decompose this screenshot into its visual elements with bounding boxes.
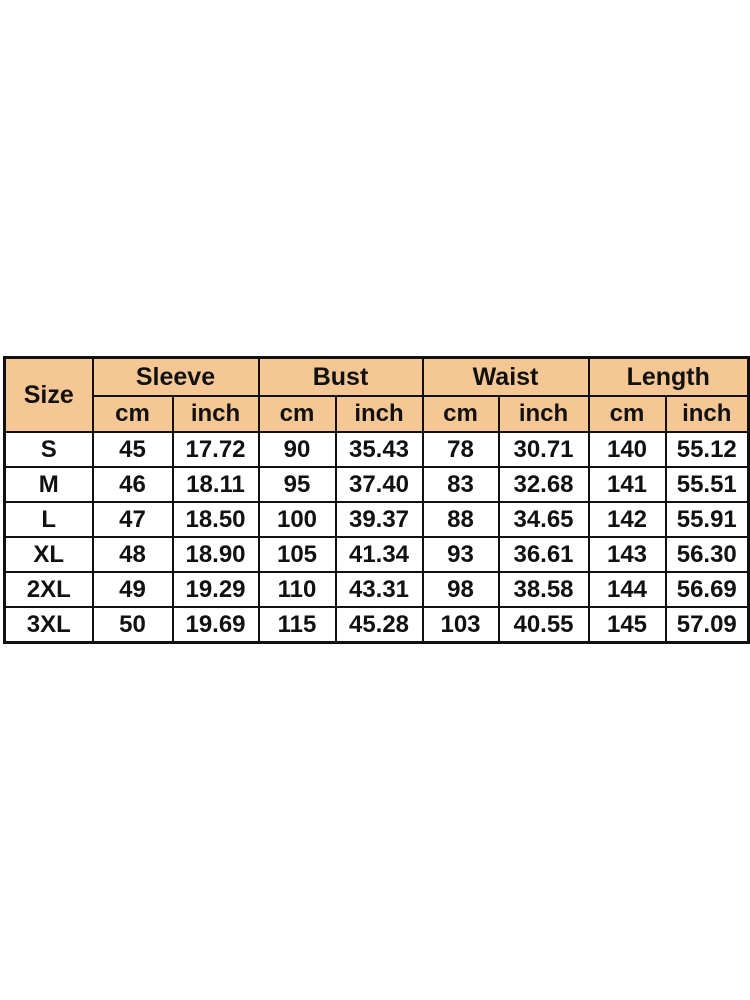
value-cell-sleeve-cm: 50 bbox=[91, 606, 174, 644]
value-cell-sleeve-cm: 49 bbox=[91, 571, 174, 608]
value-cell-waist-cm: 93 bbox=[421, 536, 500, 573]
value-cell-sleeve-cm: 45 bbox=[91, 431, 174, 468]
value-cell-length-cm: 141 bbox=[587, 466, 667, 503]
value-cell-bust-cm: 100 bbox=[257, 501, 337, 538]
value-cell-bust-inch: 41.34 bbox=[334, 536, 424, 573]
table-header: Size Sleeve Bust Waist Length cm inch cm… bbox=[3, 356, 750, 433]
value-cell-sleeve-inch: 19.29 bbox=[171, 571, 260, 608]
size-cell: S bbox=[3, 431, 94, 468]
group-header-bust: Bust bbox=[257, 356, 424, 397]
value-cell-sleeve-cm: 47 bbox=[91, 501, 174, 538]
size-cell: XL bbox=[3, 536, 94, 573]
value-cell-sleeve-cm: 48 bbox=[91, 536, 174, 573]
value-cell-bust-inch: 35.43 bbox=[334, 431, 424, 468]
value-cell-length-inch: 55.12 bbox=[664, 431, 750, 468]
value-cell-length-cm: 144 bbox=[587, 571, 667, 608]
group-header-waist: Waist bbox=[421, 356, 590, 397]
table-body: S 45 17.72 90 35.43 78 30.71 140 55.12 M… bbox=[3, 431, 750, 644]
value-cell-waist-inch: 32.68 bbox=[497, 466, 590, 503]
value-cell-length-cm: 142 bbox=[587, 501, 667, 538]
value-cell-bust-cm: 110 bbox=[257, 571, 337, 608]
value-cell-sleeve-inch: 17.72 bbox=[171, 431, 260, 468]
value-cell-bust-inch: 37.40 bbox=[334, 466, 424, 503]
value-cell-bust-cm: 90 bbox=[257, 431, 337, 468]
size-column-header: Size bbox=[3, 356, 94, 433]
value-cell-waist-cm: 98 bbox=[421, 571, 500, 608]
value-cell-length-inch: 57.09 bbox=[664, 606, 750, 644]
unit-header-length-cm: cm bbox=[587, 395, 667, 433]
value-cell-sleeve-inch: 18.11 bbox=[171, 466, 260, 503]
group-header-length: Length bbox=[587, 356, 750, 397]
size-cell: 2XL bbox=[3, 571, 94, 608]
value-cell-waist-cm: 78 bbox=[421, 431, 500, 468]
value-cell-bust-cm: 95 bbox=[257, 466, 337, 503]
size-cell: 3XL bbox=[3, 606, 94, 644]
value-cell-sleeve-inch: 18.50 bbox=[171, 501, 260, 538]
size-cell: M bbox=[3, 466, 94, 503]
value-cell-sleeve-cm: 46 bbox=[91, 466, 174, 503]
value-cell-waist-cm: 88 bbox=[421, 501, 500, 538]
value-cell-sleeve-inch: 18.90 bbox=[171, 536, 260, 573]
value-cell-bust-cm: 105 bbox=[257, 536, 337, 573]
value-cell-waist-cm: 83 bbox=[421, 466, 500, 503]
value-cell-waist-inch: 38.58 bbox=[497, 571, 590, 608]
value-cell-length-cm: 143 bbox=[587, 536, 667, 573]
unit-header-sleeve-cm: cm bbox=[91, 395, 174, 433]
value-cell-sleeve-inch: 19.69 bbox=[171, 606, 260, 644]
value-cell-waist-inch: 36.61 bbox=[497, 536, 590, 573]
table-row-s: S 45 17.72 90 35.43 78 30.71 140 55.12 bbox=[3, 431, 750, 468]
value-cell-waist-inch: 34.65 bbox=[497, 501, 590, 538]
unit-header-waist-inch: inch bbox=[497, 395, 590, 433]
group-header-row: Size Sleeve Bust Waist Length bbox=[3, 356, 750, 433]
size-chart: Size Sleeve Bust Waist Length cm inch cm… bbox=[3, 356, 750, 644]
unit-header-row: cm inch cm inch cm inch cm inch bbox=[5, 395, 750, 433]
table-row-m: M 46 18.11 95 37.40 83 32.68 141 55.51 bbox=[3, 466, 750, 503]
table-row-3xl: 3XL 50 19.69 115 45.28 103 40.55 145 57.… bbox=[3, 606, 750, 644]
value-cell-waist-inch: 30.71 bbox=[497, 431, 590, 468]
value-cell-waist-cm: 103 bbox=[421, 606, 500, 644]
size-cell: L bbox=[3, 501, 94, 538]
value-cell-length-inch: 55.51 bbox=[664, 466, 750, 503]
group-header-sleeve: Sleeve bbox=[91, 356, 260, 397]
size-chart-table: Size Sleeve Bust Waist Length cm inch cm… bbox=[3, 356, 750, 644]
table-row-xl: XL 48 18.90 105 41.34 93 36.61 143 56.30 bbox=[3, 536, 750, 573]
unit-header-waist-cm: cm bbox=[421, 395, 500, 433]
value-cell-length-inch: 55.91 bbox=[664, 501, 750, 538]
unit-header-sleeve-inch: inch bbox=[171, 395, 260, 433]
table-row-2xl: 2XL 49 19.29 110 43.31 98 38.58 144 56.6… bbox=[3, 571, 750, 608]
value-cell-length-cm: 140 bbox=[587, 431, 667, 468]
value-cell-length-cm: 145 bbox=[587, 606, 667, 644]
value-cell-bust-inch: 39.37 bbox=[334, 501, 424, 538]
value-cell-bust-inch: 45.28 bbox=[334, 606, 424, 644]
table-row-l: L 47 18.50 100 39.37 88 34.65 142 55.91 bbox=[3, 501, 750, 538]
unit-header-bust-cm: cm bbox=[257, 395, 337, 433]
unit-header-bust-inch: inch bbox=[334, 395, 424, 433]
unit-header-length-inch: inch bbox=[664, 395, 750, 433]
value-cell-bust-cm: 115 bbox=[257, 606, 337, 644]
value-cell-length-inch: 56.69 bbox=[664, 571, 750, 608]
value-cell-length-inch: 56.30 bbox=[664, 536, 750, 573]
value-cell-bust-inch: 43.31 bbox=[334, 571, 424, 608]
value-cell-waist-inch: 40.55 bbox=[497, 606, 590, 644]
